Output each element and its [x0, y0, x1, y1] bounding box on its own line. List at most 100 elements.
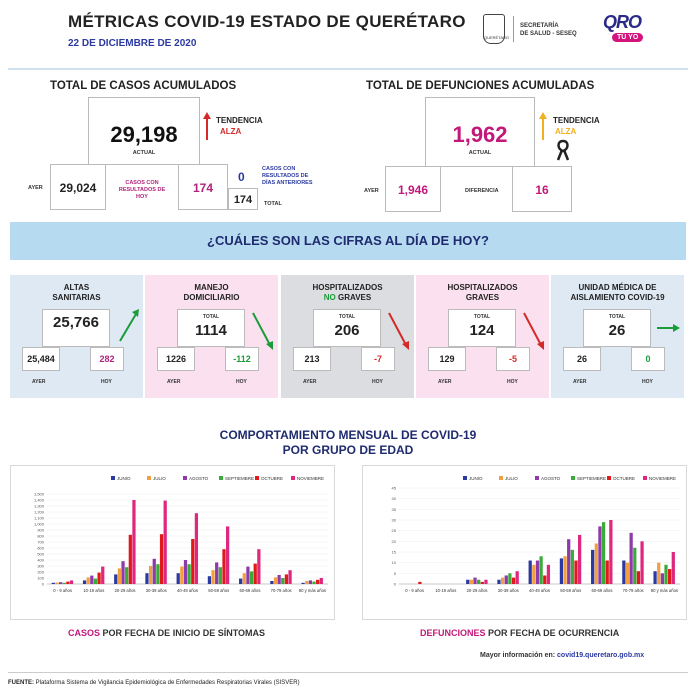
bar	[253, 563, 257, 584]
legend-swatch	[183, 476, 187, 480]
more-info-link[interactable]: covid19.queretaro.gob.mx	[557, 652, 645, 659]
x-tick-label: 70-79 años	[271, 588, 292, 593]
bar	[207, 576, 212, 584]
legend-label: AGOSTO	[189, 476, 209, 481]
bar	[543, 575, 547, 584]
bar	[535, 560, 540, 584]
y-tick-label: 400	[37, 558, 44, 563]
legend-label: JULIO	[505, 476, 518, 481]
deaths-chart: JUNIO JULIO AGOSTO SEPTIEMBRE OCTUBRE NOVIEMB…	[392, 476, 680, 593]
bar	[249, 571, 254, 584]
y-tick-label: 1,500	[34, 492, 45, 497]
panel-title: MANEJO DOMICILIARIO	[145, 283, 278, 303]
cases-trend-value: ALZA	[220, 127, 242, 136]
panel-title: HOSPITALIZADOS GRAVES	[416, 283, 549, 303]
bar	[528, 560, 532, 584]
bar	[128, 534, 132, 584]
bar	[622, 560, 626, 584]
bar	[273, 577, 278, 584]
panel-hoy: 0	[631, 347, 665, 371]
state-seal-icon: QUERÉTARO	[483, 14, 509, 44]
y-tick-label: 5	[394, 571, 397, 576]
bar	[176, 573, 180, 584]
legend-swatch	[643, 476, 647, 480]
bar	[625, 562, 630, 584]
x-tick-label: 30-39 años	[498, 588, 519, 593]
deaths-ayer-label: AYER	[364, 188, 379, 194]
y-tick-label: 35	[392, 507, 397, 512]
bar	[308, 580, 312, 584]
bar	[312, 581, 316, 584]
bar	[97, 572, 101, 584]
panel-3: HOSPITALIZADOS NO GRAVES TOTAL 206 213 -7…	[281, 275, 414, 398]
report-date: 22 DE DICIEMBRE DE 2020	[68, 38, 197, 49]
y-tick-label: 800	[37, 534, 44, 539]
bar	[508, 573, 512, 584]
bar	[226, 526, 230, 584]
deaths-chart-caption: DEFUNCIONES POR FECHA DE OCURRENCIA	[420, 628, 619, 638]
trend-down-arrow-icon	[523, 312, 544, 350]
panel-total-label: TOTAL	[608, 314, 626, 320]
bar	[594, 543, 598, 584]
bar	[664, 564, 668, 584]
bar	[101, 566, 105, 584]
bar	[152, 558, 156, 584]
y-tick-label: 900	[37, 528, 44, 533]
x-tick-label: 50-59 años	[560, 588, 581, 593]
deaths-trend-value: ALZA	[555, 127, 577, 136]
panel-hoy-label: HOY	[372, 379, 383, 385]
y-tick-label: 25	[392, 528, 397, 533]
panel-ayer-label: AYER	[303, 379, 317, 385]
x-tick-label: 20-29 años	[115, 588, 136, 593]
x-tick-label: 10-19 años	[435, 588, 456, 593]
bar	[609, 520, 613, 584]
legend-swatch	[219, 476, 223, 480]
cases-prev: 0	[238, 170, 245, 184]
panel-title-rest: GRAVES	[335, 293, 372, 302]
bar	[82, 580, 87, 584]
panel-title-line2: AISLAMIENTO COVID-19	[570, 293, 665, 302]
bar	[640, 541, 644, 584]
cases-trend-label: TENDENCIA	[216, 116, 263, 125]
bar	[281, 578, 285, 584]
bar	[145, 573, 149, 584]
bar	[288, 570, 292, 584]
bar	[218, 567, 222, 584]
panel-title: HOSPITALIZADOS NO GRAVES	[281, 283, 414, 303]
logo-divider	[513, 16, 514, 42]
bar	[511, 577, 516, 584]
bar	[563, 556, 567, 584]
y-tick-label: 200	[37, 570, 44, 575]
cases-actual-label: ACTUAL	[132, 150, 156, 156]
cases-caption-text: POR FECHA DE INICIO DE SÍNTOMAS	[100, 628, 266, 638]
bar	[148, 566, 153, 584]
bar	[497, 579, 501, 584]
panel-title-line1: UNIDAD MÉDICA DE	[578, 283, 657, 292]
bar	[473, 577, 477, 584]
legend-label: AGOSTO	[541, 476, 561, 481]
trend-up-arrow-icon	[119, 309, 139, 342]
bar	[591, 549, 595, 584]
x-tick-label: 50-59 años	[208, 588, 229, 593]
charts-subtitle: POR GRUPO DE EDAD	[282, 443, 414, 457]
bar	[484, 579, 488, 584]
deaths-ayer: 1,946	[385, 166, 441, 212]
page-title: MÉTRICAS COVID-19 ESTADO DE QUERÉTARO	[68, 12, 466, 31]
bar	[90, 575, 94, 584]
legend-swatch	[147, 476, 151, 480]
bar	[660, 573, 664, 584]
panel-ayer-label: AYER	[438, 379, 452, 385]
bar	[69, 580, 74, 584]
bar	[532, 564, 536, 584]
deaths-trend-label: TENDENCIA	[553, 116, 600, 125]
legend-swatch	[255, 476, 259, 480]
panel-total-label: TOTAL	[202, 314, 220, 320]
bar	[114, 574, 118, 584]
trend-down-arrow-icon	[252, 312, 273, 350]
deaths-actual-label: ACTUAL	[468, 150, 492, 156]
trend-down-arrow-icon	[388, 312, 409, 350]
cases-caption-accent: CASOS	[68, 628, 101, 638]
y-tick-label: 100	[37, 576, 44, 581]
panel-ayer: 129	[428, 347, 466, 371]
panel-ayer: 25,484	[22, 347, 60, 371]
